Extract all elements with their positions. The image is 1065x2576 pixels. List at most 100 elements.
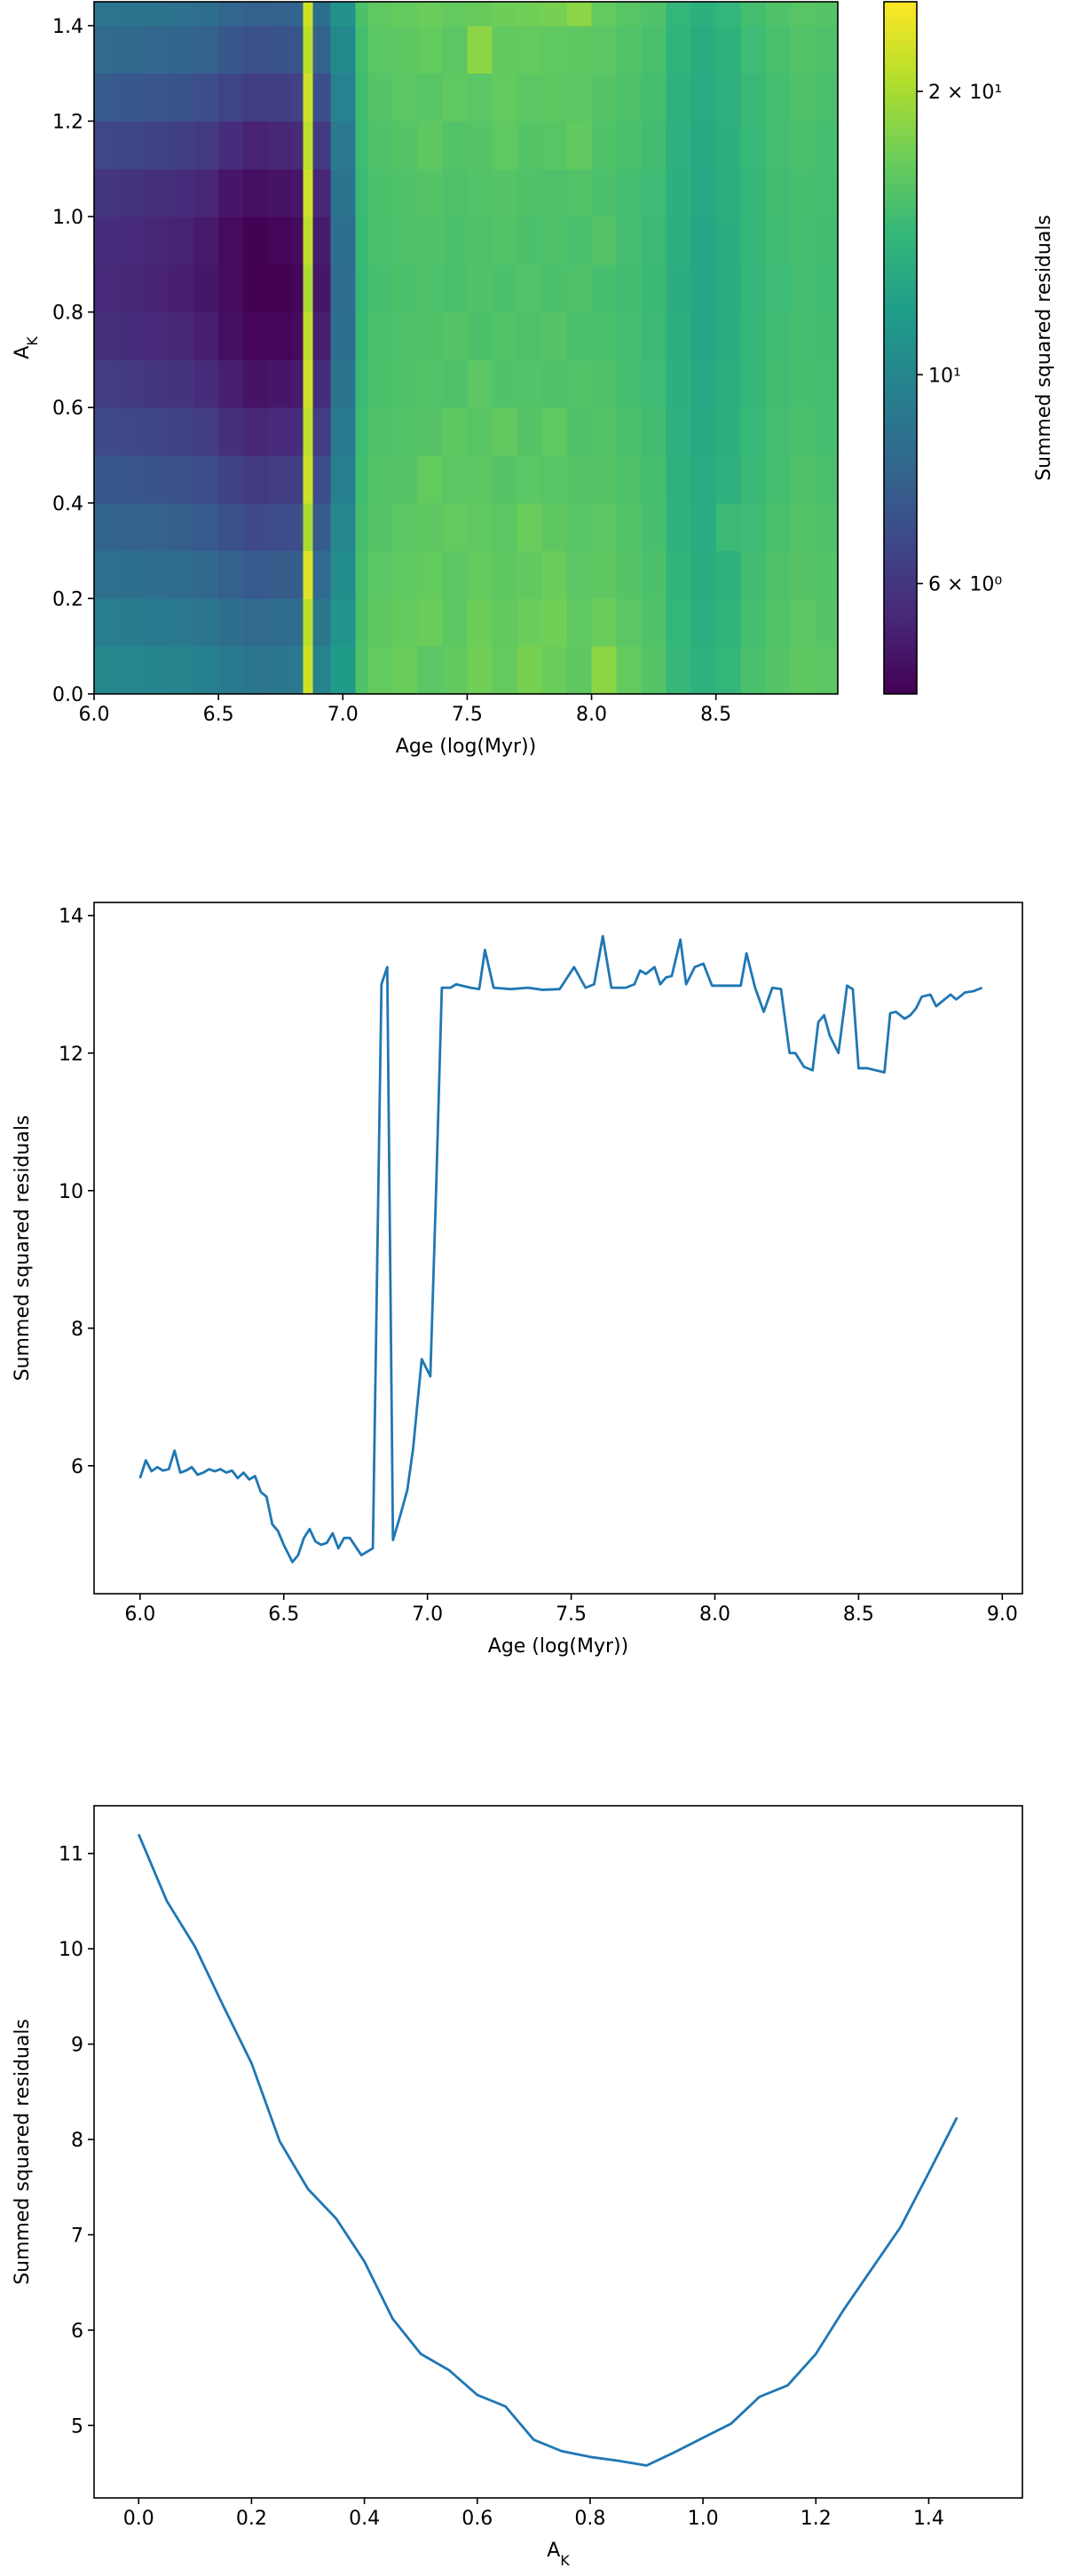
colorbar-label: Summed squared residuals bbox=[1033, 215, 1055, 481]
heatmap-cell bbox=[740, 598, 767, 647]
heatmap-cell bbox=[467, 311, 493, 360]
heatmap-cell bbox=[541, 502, 568, 552]
heatmap-cell bbox=[715, 598, 742, 647]
heatmap-cell bbox=[690, 311, 717, 360]
y-tick-label: 0.2 bbox=[52, 588, 83, 611]
heatmap-cell bbox=[666, 217, 692, 265]
heatmap-cell bbox=[790, 73, 816, 122]
heatmap-cell bbox=[218, 73, 244, 122]
heatmap-cell bbox=[417, 502, 443, 552]
heatmap-cell bbox=[355, 455, 368, 504]
heatmap-cell bbox=[330, 264, 356, 313]
heatmap-cell bbox=[442, 502, 468, 552]
x-tick-label: 9.0 bbox=[987, 1603, 1018, 1626]
heatmap-cell bbox=[666, 73, 692, 122]
heatmap-cell bbox=[641, 25, 667, 75]
axes-frame bbox=[93, 1805, 1023, 2499]
heatmap-cell bbox=[94, 121, 120, 169]
x-axis-label-base: A bbox=[547, 2540, 560, 2562]
heatmap-cell bbox=[715, 2, 742, 27]
x-tick-label: 6.0 bbox=[124, 1603, 155, 1626]
heatmap-cell bbox=[467, 598, 493, 647]
heatmap-cell bbox=[740, 121, 767, 169]
heatmap-cell bbox=[566, 311, 593, 360]
heatmap-cell bbox=[566, 598, 593, 647]
heatmap-cell bbox=[616, 550, 643, 599]
heatmap-cell bbox=[119, 121, 145, 169]
heatmap-cell bbox=[517, 264, 542, 313]
heatmap-cell bbox=[367, 502, 393, 552]
heatmap-cell bbox=[268, 121, 294, 169]
heatmap-cell bbox=[169, 217, 194, 265]
heatmap-cell bbox=[417, 455, 443, 504]
heatmap-cell bbox=[367, 359, 393, 408]
heatmap-cell bbox=[243, 407, 269, 456]
heatmap-cell bbox=[442, 311, 468, 360]
heatmap-cell bbox=[442, 169, 468, 217]
y-axis-label: Summed squared residuals bbox=[12, 1115, 34, 1382]
heatmap-cell bbox=[218, 311, 244, 360]
heatmap-cell bbox=[790, 217, 816, 265]
heatmap-cell bbox=[312, 217, 331, 265]
heatmap-cell bbox=[268, 502, 294, 552]
heatmap-cell bbox=[193, 264, 219, 313]
heatmap-cell bbox=[591, 598, 618, 647]
heatmap-cell bbox=[517, 646, 542, 695]
heatmap-cell bbox=[641, 359, 667, 408]
heatmap-cell bbox=[119, 455, 145, 504]
heatmap-cell bbox=[541, 121, 568, 169]
heatmap-cell bbox=[492, 646, 517, 695]
heatmap-cell bbox=[144, 502, 170, 552]
heatmap-cell bbox=[566, 550, 593, 599]
heatmap-cell bbox=[268, 646, 294, 695]
heatmap-cell bbox=[218, 2, 244, 27]
heatmap-cell bbox=[144, 73, 170, 122]
heatmap-cell bbox=[666, 455, 692, 504]
heatmap-cell bbox=[541, 2, 568, 27]
heatmap-cell bbox=[591, 169, 618, 217]
heatmap-cell bbox=[517, 121, 542, 169]
heatmap-cell bbox=[790, 502, 816, 552]
heatmap-cell bbox=[293, 2, 304, 27]
heatmap-cell bbox=[740, 311, 767, 360]
heatmap-cell bbox=[243, 73, 269, 122]
heatmap-cell bbox=[218, 264, 244, 313]
heatmap-cell bbox=[144, 2, 170, 27]
heatmap-cell bbox=[442, 646, 468, 695]
heatmap-cell bbox=[517, 25, 542, 75]
y-tick-label: 10 bbox=[59, 1181, 83, 1203]
heatmap-cell bbox=[144, 359, 170, 408]
heatmap-cell bbox=[330, 169, 356, 217]
heatmap-cell bbox=[355, 550, 368, 599]
heatmap-cell bbox=[119, 169, 145, 217]
heatmap-cell bbox=[541, 550, 568, 599]
heatmap-cell bbox=[94, 2, 120, 27]
heatmap-cell bbox=[312, 169, 331, 217]
heatmap-cell bbox=[169, 311, 194, 360]
heatmap-cell bbox=[815, 455, 839, 504]
y-tick-label: 6 bbox=[71, 1456, 83, 1478]
heatmap-cell bbox=[566, 502, 593, 552]
heatmap-cell bbox=[169, 359, 194, 408]
heatmap-cell bbox=[616, 407, 643, 456]
heatmap-cell bbox=[666, 2, 692, 27]
heatmap-cell bbox=[119, 264, 145, 313]
heatmap-cell bbox=[303, 502, 314, 552]
heatmap-cell bbox=[616, 73, 643, 122]
heatmap-cell bbox=[303, 359, 314, 408]
heatmap-cell bbox=[442, 264, 468, 313]
heatmap-cell bbox=[740, 407, 767, 456]
heatmap-cell bbox=[566, 2, 593, 27]
heatmap-cell bbox=[566, 646, 593, 695]
heatmap-cell bbox=[268, 359, 294, 408]
heatmap-cell bbox=[442, 455, 468, 504]
heatmap-cell bbox=[765, 264, 792, 313]
heatmap-cell bbox=[94, 217, 120, 265]
heatmap-cell bbox=[94, 598, 120, 647]
heatmap-cell bbox=[541, 217, 568, 265]
heatmap-cell bbox=[616, 646, 643, 695]
heatmap-cell bbox=[417, 217, 443, 265]
y-tick-label: 1.4 bbox=[52, 16, 83, 38]
heatmap-cell bbox=[303, 25, 314, 75]
heatmap-cell bbox=[193, 359, 219, 408]
